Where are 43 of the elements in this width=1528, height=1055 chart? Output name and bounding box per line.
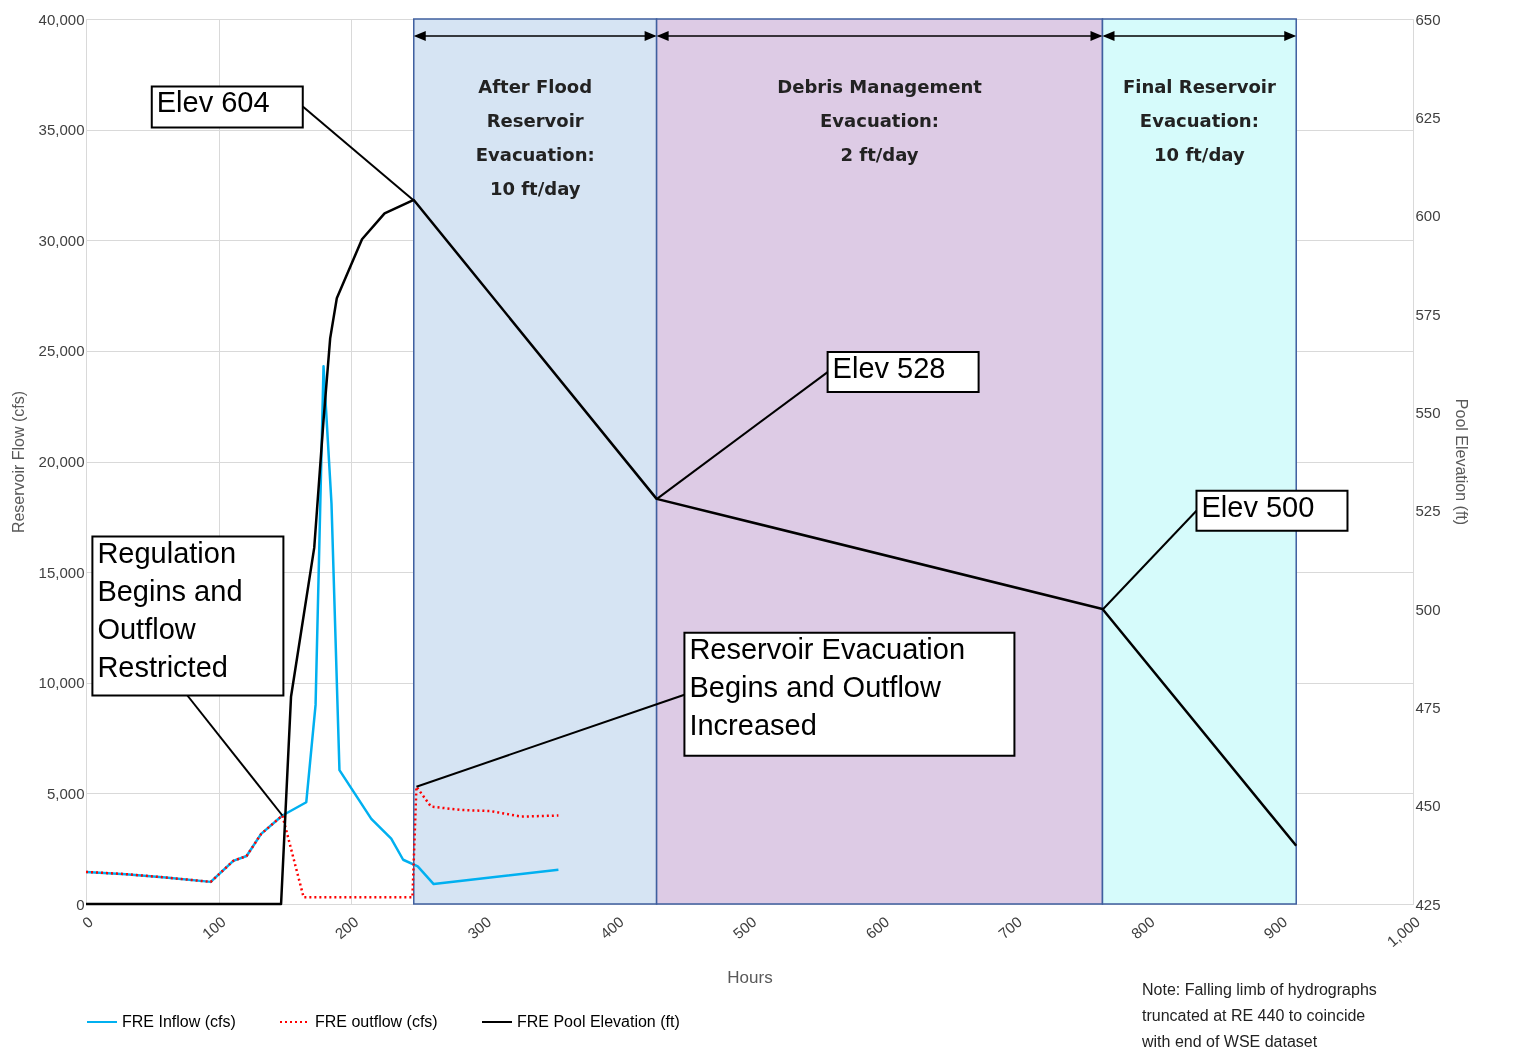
x-tick-label: 200	[331, 912, 362, 943]
annotation: Elev 528	[832, 352, 946, 385]
y-tick-label: 20,000	[38, 453, 85, 470]
y-axis-title: Reservoir Flow (cfs)	[9, 390, 27, 534]
annotation: Regulation Begins and Outflow Restricted	[97, 536, 243, 683]
x-tick-label: 700	[994, 912, 1026, 943]
y2-tick-label: 650	[1415, 10, 1441, 28]
annotation: Reservoir Evacuation Begins and Outflow Increased	[689, 632, 966, 741]
y2-tick-label: 450	[1415, 797, 1441, 815]
y-tick-label: 15,000	[38, 563, 85, 581]
x-tick-label: 400	[596, 912, 627, 943]
y-tick-label: 10,000	[38, 674, 85, 692]
y-tick-label: 0	[76, 895, 85, 913]
y2-axis-title: Pool Elevation (ft)	[1452, 398, 1470, 526]
band-label: Debris Management Evacuation: 2 ft/day	[777, 76, 983, 165]
y2-tick-label: 525	[1415, 502, 1441, 520]
x-tick-label: 100	[198, 912, 229, 943]
x-tick-label: 600	[862, 912, 893, 943]
y2-tick-label: 625	[1415, 108, 1441, 126]
x-tick-label: 300	[464, 912, 495, 943]
band-label: Final Reservoir Evacuation: 10 ft/day	[1122, 76, 1276, 165]
text: Note: Falling limb of hydrographs truncated at RE 440 to coincide with end of WSE dataset	[1141, 981, 1377, 1050]
legend-label: FRE Inflow (cfs)	[122, 1013, 236, 1030]
band-label: After Flood Reservoir Evacuation: 10 ft/day	[475, 76, 595, 199]
x-tick-label: 900	[1260, 912, 1291, 943]
legend-label: FRE outflow (cfs)	[315, 1013, 438, 1030]
annotation: Elev 500	[1201, 490, 1315, 523]
x-axis-title: Hours	[727, 968, 773, 988]
x-tick-label: 500	[729, 912, 760, 943]
y2-tick-label: 500	[1415, 600, 1441, 618]
y2-tick-label: 575	[1415, 305, 1441, 323]
y2-tick-label: 425	[1415, 895, 1441, 913]
y2-tick-label: 550	[1415, 403, 1441, 421]
y2-tick-label: 600	[1415, 207, 1441, 225]
y-tick-label: 5,000	[46, 784, 85, 802]
y-tick-label: 25,000	[38, 342, 85, 360]
legend-label: FRE Pool Elevation (ft)	[517, 1013, 680, 1030]
annotation: Elev 604	[156, 86, 270, 119]
y2-tick-label: 475	[1415, 698, 1441, 716]
y-tick-label: 40,000	[38, 10, 85, 28]
y-tick-label: 30,000	[38, 231, 85, 249]
y-tick-label: 35,000	[38, 121, 85, 139]
x-tick-label: 800	[1127, 912, 1158, 943]
